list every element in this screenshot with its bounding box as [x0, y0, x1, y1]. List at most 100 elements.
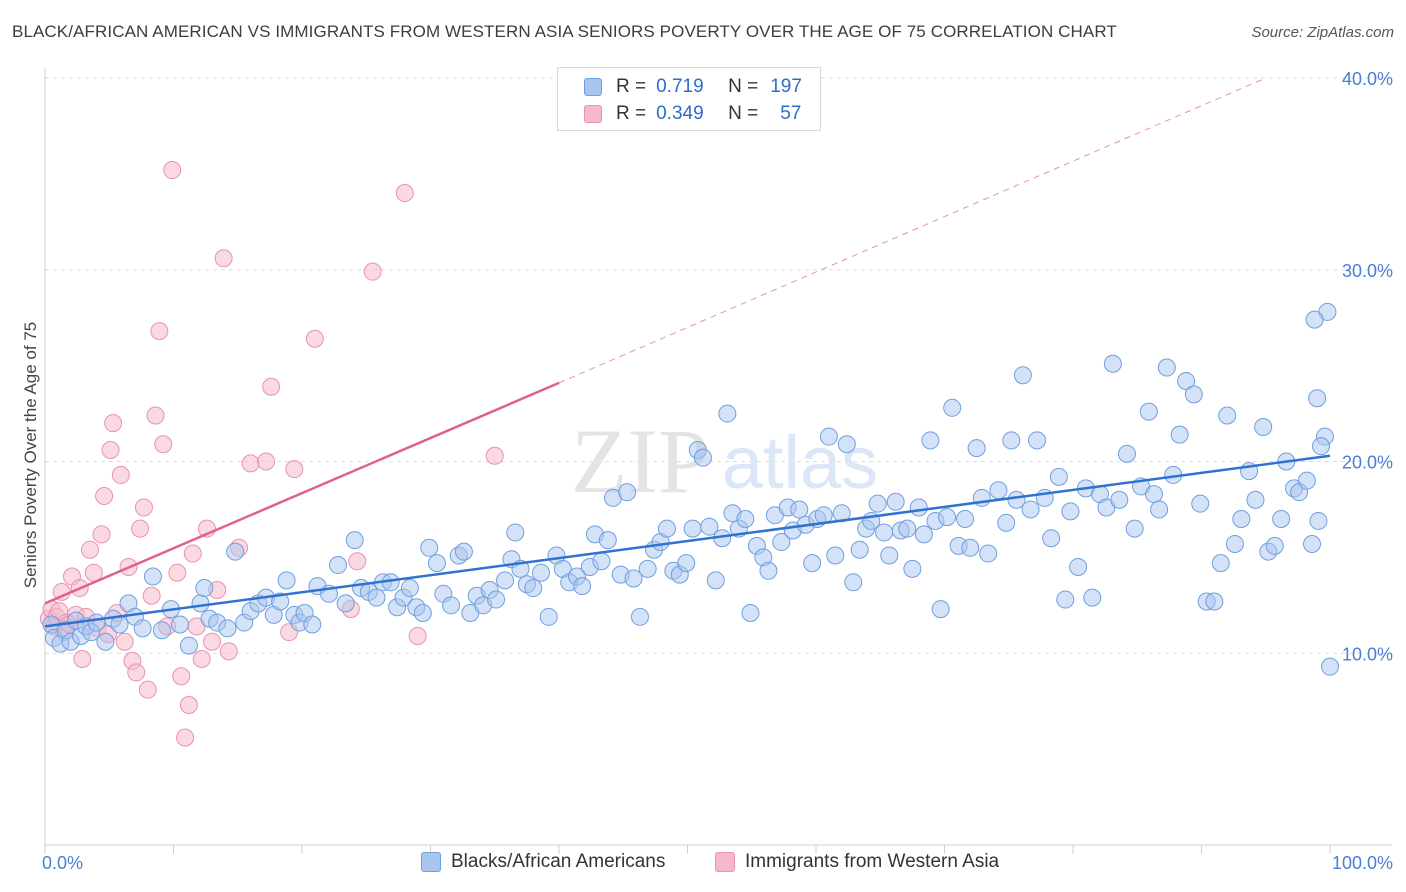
legend-n-label: N = [728, 103, 759, 124]
watermark-zip: ZIP [571, 410, 709, 512]
data-point-blacks [979, 544, 998, 563]
series-blacks-african-americans [42, 302, 1339, 676]
data-point-blacks [496, 571, 515, 590]
data-point-blacks [956, 510, 975, 529]
data-point-immigrants [146, 406, 165, 425]
source-credit: Source: ZipAtlas.com [1251, 24, 1394, 41]
data-point-blacks [803, 554, 822, 573]
data-point-blacks [683, 519, 702, 538]
data-point-blacks [1150, 500, 1169, 519]
legend-swatch-blue [421, 852, 441, 872]
legend-r-value: 0.349 [656, 103, 704, 124]
data-point-immigrants [142, 586, 161, 605]
data-point-blacks [1246, 490, 1265, 509]
data-point-blacks [1177, 371, 1196, 390]
data-point-blacks [677, 554, 696, 573]
data-point-blacks [1110, 490, 1129, 509]
trend-line-immigrants-extrapolated [558, 77, 1266, 384]
data-point-immigrants [134, 498, 153, 517]
data-point-blacks [1049, 467, 1068, 486]
y-tick-label: 30.0% [1342, 261, 1393, 281]
trend-lines [44, 77, 1331, 628]
data-point-blacks [741, 603, 760, 622]
data-point-blacks [271, 592, 290, 611]
data-point-blacks [1139, 402, 1158, 421]
data-point-immigrants [111, 465, 130, 484]
data-point-blacks [454, 542, 473, 561]
data-point-blacks [898, 519, 917, 538]
data-point-blacks [133, 619, 152, 638]
data-point-immigrants [163, 161, 182, 180]
data-point-blacks [487, 590, 506, 609]
data-point-blacks [96, 632, 115, 651]
data-point-blacks [336, 594, 355, 613]
chart-title: BLACK/AFRICAN AMERICAN VS IMMIGRANTS FRO… [12, 22, 1117, 41]
data-point-blacks [303, 615, 322, 634]
data-point-blacks [1083, 588, 1102, 607]
data-point-blacks [506, 523, 525, 542]
data-point-blacks [961, 538, 980, 557]
legend-r-label: R = [616, 103, 647, 124]
data-point-immigrants [138, 680, 157, 699]
data-point-blacks [1309, 511, 1328, 530]
legend-swatch-pink [715, 852, 735, 872]
data-point-blacks [413, 603, 432, 622]
data-point-blacks [328, 556, 347, 575]
data-point-blacks [997, 513, 1016, 532]
data-point-blacks [143, 567, 162, 586]
data-point-immigrants [104, 414, 123, 433]
data-point-blacks [903, 559, 922, 578]
data-point-immigrants [92, 525, 111, 544]
series-immigrants-western-asia [39, 161, 504, 747]
legend-row-pink: R = 0.349 N = 57 [584, 101, 801, 127]
data-point-immigrants [95, 487, 114, 506]
data-point-blacks [598, 531, 617, 550]
legend-swatch-pink [584, 105, 602, 123]
data-point-blacks [1205, 592, 1224, 611]
data-point-blacks [868, 494, 887, 513]
data-point-blacks [989, 481, 1008, 500]
y-tick-label: 20.0% [1342, 453, 1393, 473]
data-point-blacks [1191, 494, 1210, 513]
data-point-blacks [967, 439, 986, 458]
data-point-blacks [1002, 431, 1021, 450]
data-point-immigrants [127, 663, 146, 682]
data-point-immigrants [150, 322, 169, 341]
data-point-blacks [1321, 657, 1339, 676]
legend-n-value: 57 [780, 103, 802, 124]
data-point-blacks [226, 542, 245, 561]
data-point-blacks [218, 619, 237, 638]
data-point-blacks [1232, 510, 1251, 529]
data-point-blacks [400, 579, 419, 598]
data-point-blacks [152, 621, 171, 640]
data-point-blacks [693, 448, 712, 467]
data-point-immigrants [183, 544, 202, 563]
legend-n-label: N = [728, 76, 759, 97]
watermark-atlas: atlas [722, 421, 878, 504]
legend-r-label: R = [616, 76, 647, 97]
data-point-blacks [191, 594, 210, 613]
data-point-blacks [1312, 437, 1331, 456]
data-point-blacks [1184, 385, 1203, 404]
data-point-blacks [638, 559, 657, 578]
data-point-immigrants [73, 650, 92, 669]
data-point-blacks [1021, 500, 1040, 519]
data-point-immigrants [203, 632, 222, 651]
legend-r-value: 0.719 [656, 76, 704, 97]
data-point-immigrants [363, 262, 382, 281]
data-point-blacks [539, 607, 558, 626]
data-point-immigrants [262, 377, 281, 396]
data-point-blacks [819, 427, 838, 446]
data-point-blacks [179, 636, 198, 655]
data-point-blacks [1170, 425, 1189, 444]
data-point-blacks [624, 569, 643, 588]
data-point-immigrants [408, 626, 427, 645]
series-legend: Blacks/African Americans Immigrants from… [0, 851, 1406, 879]
data-point-blacks [938, 508, 957, 527]
data-point-blacks [427, 554, 446, 573]
data-point-blacks [880, 546, 899, 565]
data-point-blacks [367, 588, 386, 607]
data-point-blacks [1308, 389, 1327, 408]
data-point-blacks [1103, 354, 1122, 373]
data-point-blacks [1211, 554, 1230, 573]
